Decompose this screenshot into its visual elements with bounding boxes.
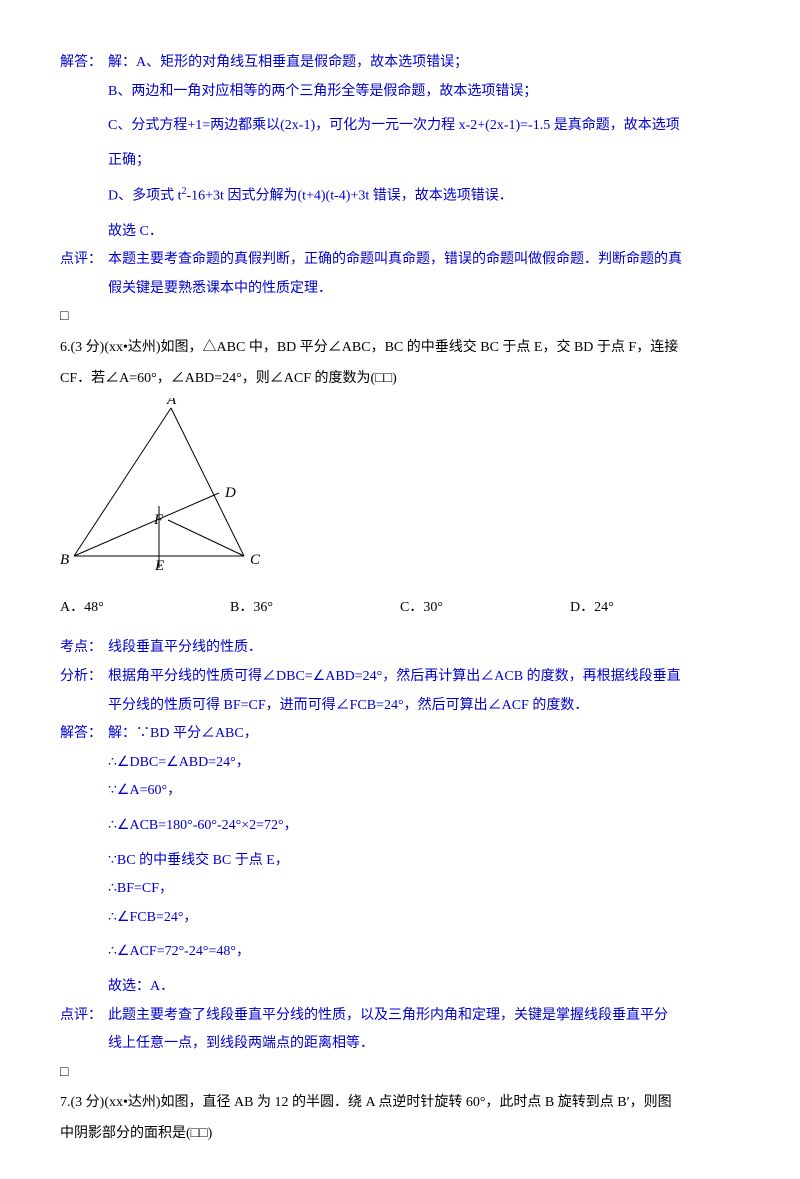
- q6-jieda-row: 解答： 解：∵BD 平分∠ABC，: [60, 721, 740, 748]
- q6-jieda2: ∴∠DBC=∠ABD=24°，: [108, 750, 740, 777]
- dianping-label: 点评：: [60, 247, 108, 274]
- q6-dianping-row: 点评： 此题主要考查了线段垂直平分线的性质，以及三角形内角和定理，关键是掌握线段…: [60, 1003, 740, 1030]
- q6-jieda4: ∴∠ACB=180°-60°-24°×2=72°，: [108, 813, 740, 840]
- q6-opt-c: C．30°: [400, 595, 570, 622]
- dianping-label: 点评：: [60, 1003, 108, 1030]
- q6-dianping2: 线上任意一点，到线段两端点的距离相等．: [108, 1031, 740, 1058]
- svg-text:F: F: [153, 512, 164, 528]
- q5-dianping-row: 点评： 本题主要考查命题的真假判断，正确的命题叫真命题，错误的命题叫做假命题．判…: [60, 247, 740, 274]
- d-suffix: -16+3t 因式分解为(t+4)(t-4)+3t 错误，故本选项错误．: [187, 189, 513, 204]
- fenxi-label: 分析：: [60, 664, 108, 691]
- q6-dianping1: 此题主要考查了线段垂直平分线的性质，以及三角形内角和定理，关键是掌握线段垂直平分: [108, 1003, 740, 1030]
- q6-options: A．48° B．36° C．30° D．24°: [60, 595, 740, 622]
- q5-dianping2: 假关键是要熟悉课本中的性质定理．: [108, 276, 740, 303]
- q6-jieda8: ∴∠ACF=72°-24°=48°，: [108, 939, 740, 966]
- q5-square: □: [60, 304, 740, 331]
- q5-jieda-row: 解答： 解：A、矩形的对角线互相垂直是假命题，故本选项错误；: [60, 50, 740, 77]
- d-prefix: D、多项式 t: [108, 189, 182, 204]
- q5-jieda-d: D、多项式 t2-16+3t 因式分解为(t+4)(t-4)+3t 错误，故本选…: [108, 182, 740, 210]
- q6-stem1: 6.(3 分)(xx•达州)如图，△ABC 中，BD 平分∠ABC，BC 的中垂…: [60, 335, 740, 362]
- q6-jieda3: ∵∠A=60°，: [108, 778, 740, 805]
- q6-stem2: CF．若∠A=60°，∠ABD=24°，则∠ACF 的度数为(□□): [60, 366, 740, 393]
- svg-text:E: E: [154, 558, 164, 574]
- q6-fenxi-row: 分析： 根据角平分线的性质可得∠DBC=∠ABD=24°，然后再计算出∠ACB …: [60, 664, 740, 691]
- q6-jieda7: ∴∠FCB=24°，: [108, 905, 740, 932]
- q6-jieda5: ∵BC 的中垂线交 BC 于点 E，: [108, 848, 740, 875]
- jieda-label: 解答：: [60, 50, 108, 77]
- q5-dianping1: 本题主要考查命题的真假判断，正确的命题叫真命题，错误的命题叫做假命题．判断命题的…: [108, 247, 740, 274]
- q5-conclusion: 故选 C．: [108, 219, 740, 246]
- q7-stem2: 中阴影部分的面积是(□□): [60, 1121, 740, 1148]
- q6-jieda9: 故选：A．: [108, 974, 740, 1001]
- q6-fenxi2: 平分线的性质可得 BF=CF，进而可得∠FCB=24°，然后可算出∠ACF 的度…: [108, 693, 740, 720]
- svg-text:B: B: [60, 552, 69, 568]
- q6-opt-b: B．36°: [230, 595, 400, 622]
- q7-stem1: 7.(3 分)(xx•达州)如图，直径 AB 为 12 的半圆．绕 A 点逆时针…: [60, 1090, 740, 1117]
- q6-opt-a: A．48°: [60, 595, 230, 622]
- q6-square: □: [60, 1060, 740, 1087]
- q5-jieda-a: 解：A、矩形的对角线互相垂直是假命题，故本选项错误；: [108, 50, 740, 77]
- q6-jieda1: 解：∵BD 平分∠ABC，: [108, 721, 740, 748]
- q6-diagram: A B C D E F: [56, 398, 740, 589]
- svg-text:C: C: [250, 552, 261, 568]
- kaodian-label: 考点：: [60, 635, 108, 662]
- jieda-label: 解答：: [60, 721, 108, 748]
- q6-fenxi1: 根据角平分线的性质可得∠DBC=∠ABD=24°，然后再计算出∠ACB 的度数，…: [108, 664, 740, 691]
- q5-jieda-c1: C、分式方程+1=两边都乘以(2x-1)，可化为一元一次力程 x-2+(2x-1…: [108, 113, 740, 140]
- q5-jieda-c2: 正确；: [108, 148, 740, 175]
- svg-text:D: D: [224, 485, 236, 501]
- q6-kaodian: 线段垂直平分线的性质．: [108, 635, 740, 662]
- q5-jieda-b: B、两边和一角对应相等的两个三角形全等是假命题，故本选项错误；: [108, 79, 740, 106]
- svg-text:A: A: [166, 398, 177, 408]
- q6-jieda6: ∴BF=CF，: [108, 876, 740, 903]
- q6-kaodian-row: 考点： 线段垂直平分线的性质．: [60, 635, 740, 662]
- q6-opt-d: D．24°: [570, 595, 740, 622]
- triangle-diagram: A B C D E F: [56, 398, 266, 578]
